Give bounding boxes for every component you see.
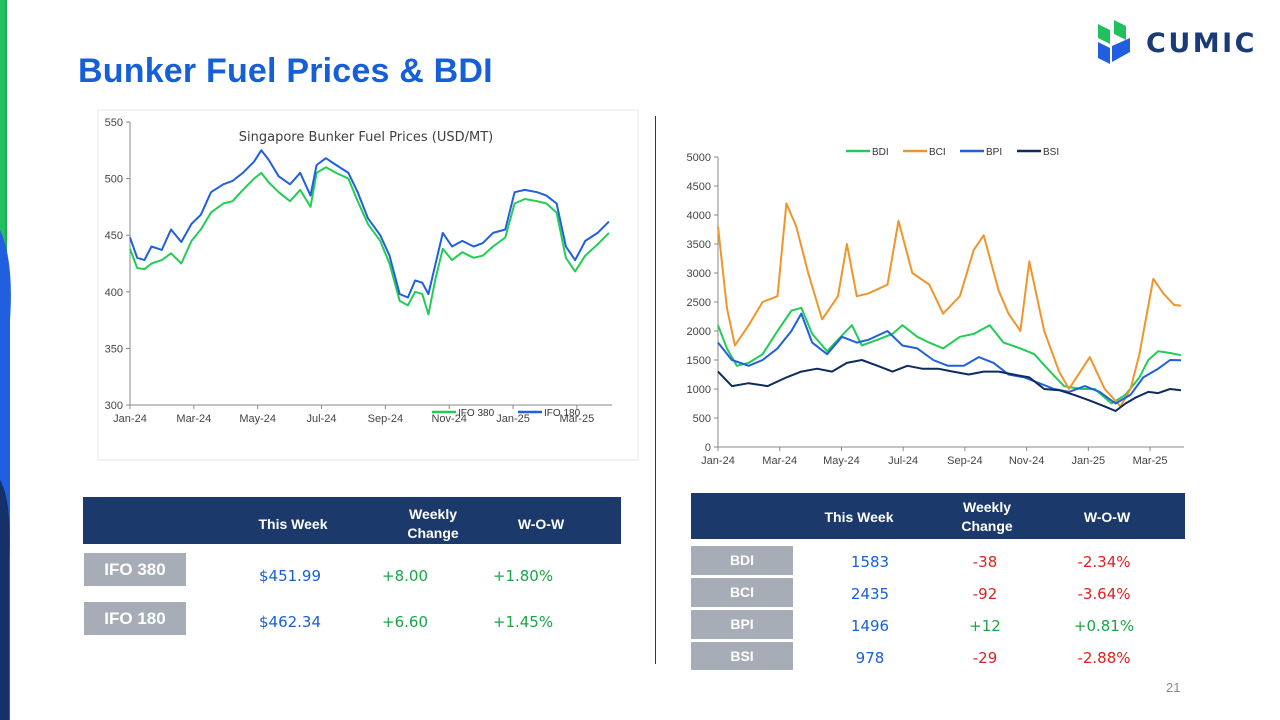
y-tick-label: 5000 — [687, 152, 711, 164]
logo-text: CUMIC — [1146, 28, 1257, 59]
series-line-bsi — [717, 359, 1182, 412]
bsi-weekly-change: -29 — [972, 649, 998, 667]
panel-divider — [655, 116, 656, 664]
bdi-wow: -2.34% — [1077, 553, 1131, 571]
x-tick-label: Jul-24 — [888, 455, 918, 467]
bdi-row-label-bpi: BPI — [691, 610, 793, 639]
y-tick-label: 3500 — [687, 239, 711, 251]
x-tick-label: Jan-25 — [496, 413, 530, 425]
y-tick-label: 400 — [105, 287, 123, 299]
fuel-header-weekly-change: Weekly Change — [373, 505, 493, 543]
y-tick-label: 350 — [105, 343, 123, 355]
fuel-header-weekly-line1: Weekly — [409, 506, 457, 522]
series-line-bdi — [717, 306, 1182, 405]
x-tick-label: May-24 — [823, 455, 860, 467]
fuel-header-this-week: This Week — [258, 516, 328, 532]
bdi-header-wow: W-O-W — [1083, 509, 1131, 525]
y-tick-label: 2000 — [687, 326, 711, 338]
bdi-row-label-bdi: BDI — [691, 546, 793, 575]
series-line-bci — [717, 202, 1182, 408]
x-tick-label: Sep-24 — [368, 413, 403, 425]
y-tick-label: 3000 — [687, 268, 711, 280]
fuel-header-wow: W-O-W — [517, 516, 565, 532]
legend-label: BDI — [872, 147, 889, 158]
x-tick-label: Mar-24 — [762, 455, 797, 467]
fuel-row-label-ifo380: IFO 380 — [84, 553, 186, 586]
x-tick-label: Jan-24 — [701, 455, 735, 467]
x-tick-label: Nov-24 — [1009, 455, 1044, 467]
y-tick-label: 450 — [105, 230, 123, 242]
x-tick-label: May-24 — [239, 413, 276, 425]
bci-wow: -3.64% — [1077, 585, 1131, 603]
bpi-value-this-week: 1496 — [850, 617, 890, 635]
fuel-header-weekly-line2: Change — [407, 525, 459, 541]
bsi-value-this-week: 978 — [855, 649, 885, 667]
bdi-header-weekly-line2: Change — [961, 518, 1013, 534]
bdi-header-weekly-line1: Weekly — [963, 499, 1011, 515]
y-tick-label: 2500 — [687, 297, 711, 309]
x-tick-label: Sep-24 — [947, 455, 982, 467]
series-line-bpi — [717, 312, 1182, 405]
y-tick-label: 4500 — [687, 181, 711, 193]
bdi-weekly-change: -38 — [972, 553, 998, 571]
bdi-value-this-week: 1583 — [850, 553, 890, 571]
x-tick-label: Mar-24 — [176, 413, 211, 425]
series-line-ifo-180 — [129, 149, 610, 299]
legend-label: BSI — [1043, 147, 1059, 158]
fuel-row-label-ifo180: IFO 180 — [84, 602, 186, 635]
bdi-header-weekly-change: Weekly Change — [927, 498, 1047, 536]
page-number: 21 — [1166, 680, 1181, 695]
fuel-ifo380-wow: +1.80% — [492, 567, 554, 585]
company-logo: CUMIC — [1096, 18, 1261, 70]
x-tick-label: Nov-24 — [431, 413, 466, 425]
bsi-wow: -2.88% — [1077, 649, 1131, 667]
bdi-row-label-bci: BCI — [691, 578, 793, 607]
y-tick-label: 500 — [105, 174, 123, 186]
y-tick-label: 300 — [105, 400, 123, 412]
fuel-ifo380-this-week: $451.99 — [258, 567, 322, 585]
bci-weekly-change: -92 — [972, 585, 998, 603]
bdi-table-header: This Week Weekly Change W-O-W — [691, 493, 1185, 539]
bdi-header-this-week: This Week — [824, 509, 894, 525]
bpi-wow: +0.81% — [1073, 617, 1135, 635]
baltic-index-chart: 0 500 1000 1500 2000 2500 3000 3500 4000 4500 5000… — [687, 147, 1184, 467]
y-tick-label: 1500 — [687, 355, 711, 367]
slide-title: Bunker Fuel Prices & BDI — [78, 52, 493, 90]
legend-label: BPI — [986, 147, 1002, 158]
chart-title: Singapore Bunker Fuel Prices (USD/MT) — [239, 130, 493, 145]
y-tick-label: 500 — [693, 413, 711, 425]
bunker-fuel-price-chart: 300 350 400 450 500 550 Jan-24 Mar-24 May-24 Jul-… — [97, 109, 639, 461]
legend-label: IFO 380 — [458, 408, 495, 419]
series-line-ifo-380 — [129, 166, 610, 316]
y-tick-label: 1000 — [687, 384, 711, 396]
chart-frame — [97, 109, 639, 461]
x-tick-label: Mar-25 — [1133, 455, 1168, 467]
fuel-ifo380-weekly-change: +8.00 — [382, 567, 428, 585]
y-tick-label: 4000 — [687, 210, 711, 222]
bci-value-this-week: 2435 — [850, 585, 890, 603]
fuel-ifo180-wow: +1.45% — [492, 613, 554, 631]
fuel-ifo180-this-week: $462.34 — [258, 613, 322, 631]
bpi-weekly-change: +12 — [969, 617, 1001, 635]
logo-mark-icon — [1098, 20, 1130, 64]
x-tick-label: Jan-25 — [1072, 455, 1106, 467]
legend-label: BCI — [929, 147, 946, 158]
fuel-table-header: This Week Weekly Change W-O-W — [83, 497, 621, 544]
x-tick-label: Jan-24 — [113, 413, 147, 425]
x-tick-label: Jul-24 — [307, 413, 337, 425]
side-stripes-decoration — [0, 0, 11, 720]
y-tick-label: 0 — [705, 442, 711, 454]
bdi-row-label-bsi: BSI — [691, 642, 793, 670]
x-tick-label: Mar-25 — [559, 413, 594, 425]
legend-label: IFO 180 — [544, 408, 581, 419]
fuel-ifo180-weekly-change: +6.60 — [382, 613, 428, 631]
y-tick-label: 550 — [105, 117, 123, 129]
